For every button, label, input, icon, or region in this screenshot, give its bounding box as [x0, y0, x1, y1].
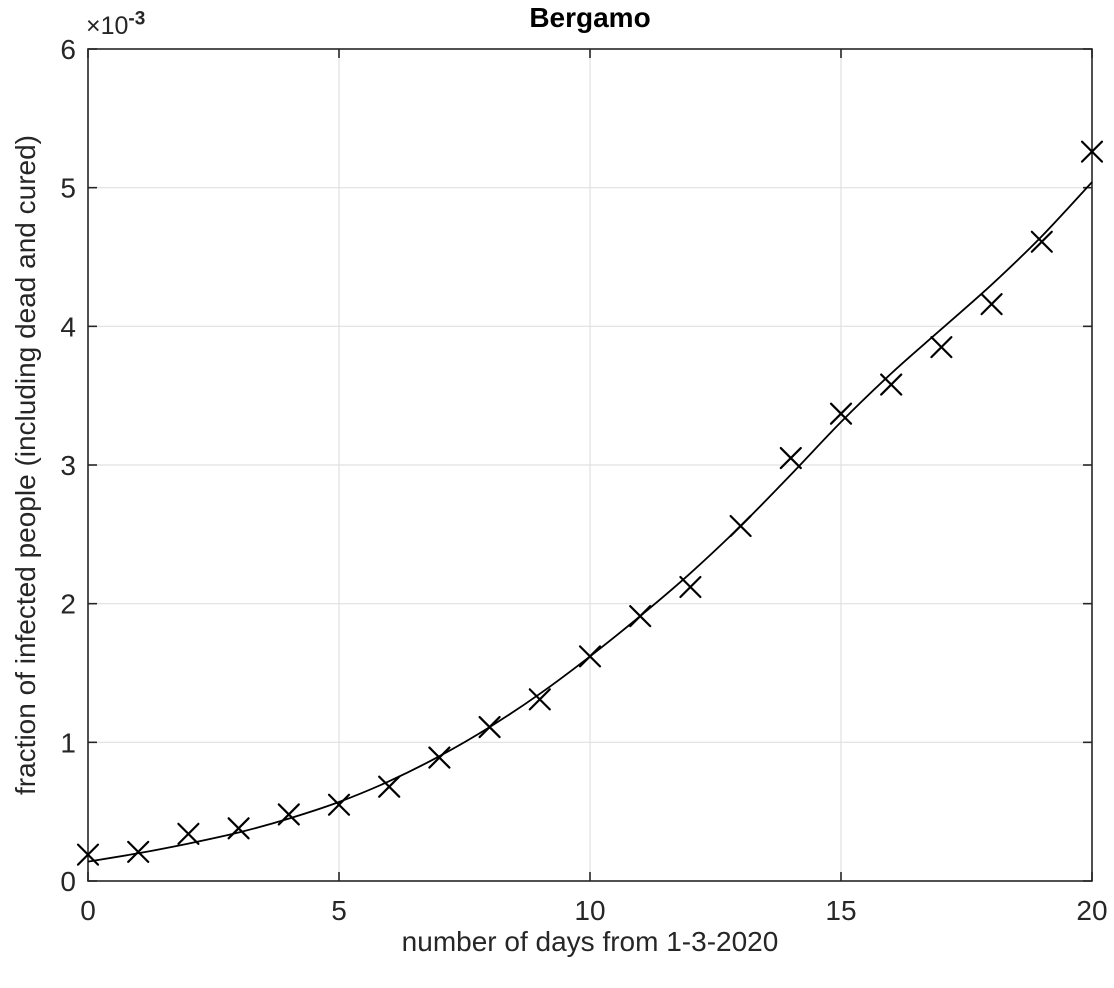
y-tick-label: 1 [60, 727, 76, 758]
data-marker-x [327, 793, 351, 816]
data-marker-x [127, 840, 150, 863]
x-tick-label: 20 [1076, 895, 1107, 926]
data-marker-x [629, 605, 652, 628]
y-tick-label: 3 [60, 450, 76, 481]
y-tick-label: 5 [60, 173, 76, 204]
y-tick-label: 6 [60, 34, 76, 65]
data-marker-x [428, 746, 451, 769]
data-marker-x [779, 446, 802, 470]
y-tick-label: 0 [60, 866, 76, 897]
data-marker-x [829, 402, 853, 425]
data-marker-x [277, 803, 300, 826]
y-axis-exponent-base: ×10 [86, 12, 129, 40]
x-tick-label: 15 [825, 895, 856, 926]
data-marker-x [729, 514, 752, 538]
y-axis-exponent-power: -3 [128, 8, 146, 30]
x-axis-label: number of days from 1-3-2020 [401, 926, 779, 957]
data-marker-x [578, 645, 602, 668]
data-marker-x [227, 817, 250, 840]
y-tick-label: 2 [60, 589, 76, 620]
y-axis-label: fraction of infected people (including d… [10, 135, 41, 795]
chart-title: Bergamo [529, 2, 651, 33]
data-marker-x [980, 293, 1003, 316]
data-marker-x [679, 575, 702, 599]
x-tick-label: 5 [331, 895, 347, 926]
y-tick-label: 4 [60, 311, 76, 342]
fit-curve [87, 181, 1093, 863]
data-marker-x [378, 775, 401, 798]
data-marker-x [76, 843, 100, 866]
y-axis-exponent: ×10-3 [86, 8, 146, 41]
x-tick-label: 0 [80, 895, 96, 926]
x-tick-label: 10 [574, 895, 605, 926]
data-marker-x [1030, 230, 1053, 253]
data-marker-x [880, 373, 903, 396]
data-marker-x [528, 688, 551, 711]
data-marker-x [177, 822, 200, 845]
data-marker-x [930, 336, 953, 359]
data-marker-x [1080, 140, 1104, 163]
data-marker-x [478, 715, 501, 739]
